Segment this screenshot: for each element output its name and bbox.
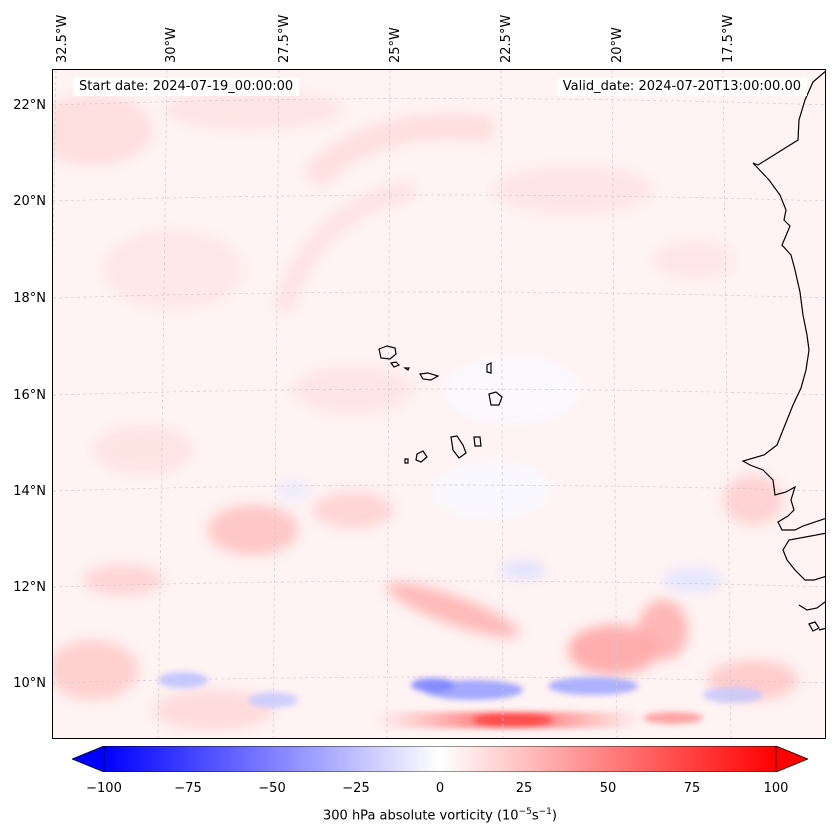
lon-label-25w: 25°W <box>388 27 403 63</box>
southern-vorticity-band <box>158 672 763 728</box>
colorbar-tick-label: 50 <box>599 781 617 796</box>
colorbar-tick-label: −75 <box>174 781 202 796</box>
colorbar <box>72 746 808 772</box>
map-panel <box>52 69 826 739</box>
island-sao-nicolau <box>419 372 440 381</box>
vorticity-map <box>53 70 825 738</box>
lat-label-14n: 14°N <box>13 484 46 499</box>
colorbar-tick-label: −25 <box>342 781 370 796</box>
lon-label-22-5w: 22.5°W <box>499 14 514 63</box>
island-boa-vista <box>488 391 503 406</box>
west-africa-coastline <box>741 70 825 632</box>
cape-verde-islands <box>378 345 503 464</box>
colorbar-tick-label: −100 <box>86 781 122 796</box>
colorbar-tick-label: 75 <box>683 781 701 796</box>
start-date-label: Start date: 2024-07-19_00:00:00 <box>73 78 300 96</box>
colorbar-tick-label: 25 <box>515 781 533 796</box>
valid-date-label: Valid_date: 2024-07-20T13:00:00.00 <box>556 78 807 96</box>
lon-label-27-5w: 27.5°W <box>277 14 292 63</box>
lon-label-20w: 20°W <box>610 27 625 63</box>
graticule <box>53 70 825 738</box>
island-fogo <box>415 450 428 463</box>
colorbar-tick-label: 100 <box>763 781 789 796</box>
colorbar-tick-label: −50 <box>258 781 286 796</box>
lat-label-20n: 20°N <box>13 194 46 209</box>
colorbar-extend-min <box>72 746 105 772</box>
lat-label-22n: 22°N <box>13 98 46 113</box>
lat-label-12n: 12°N <box>13 580 46 595</box>
island-brava <box>404 458 409 464</box>
colorbar-tick-label: 0 <box>435 781 445 796</box>
island-sal <box>486 362 492 374</box>
colorbar-extend-max <box>775 746 808 772</box>
colorbar-label: 300 hPa absolute vorticity (10−5s−1) <box>323 807 557 824</box>
lat-label-16n: 16°N <box>13 388 46 403</box>
lat-label-18n: 18°N <box>13 291 46 306</box>
lon-label-30w: 30°W <box>164 27 179 63</box>
island-santa-luzia <box>403 367 410 371</box>
island-santiago <box>450 435 467 459</box>
map-background <box>53 70 825 738</box>
island-sao-vicente <box>389 361 401 368</box>
lon-label-32-5w: 32.5°W <box>55 14 70 63</box>
colorbar-gradient <box>103 746 777 772</box>
lon-label-17-5w: 17.5°W <box>721 14 736 63</box>
island-maio <box>473 436 482 447</box>
island-santo-antao <box>378 345 397 360</box>
lat-label-10n: 10°N <box>13 676 46 691</box>
